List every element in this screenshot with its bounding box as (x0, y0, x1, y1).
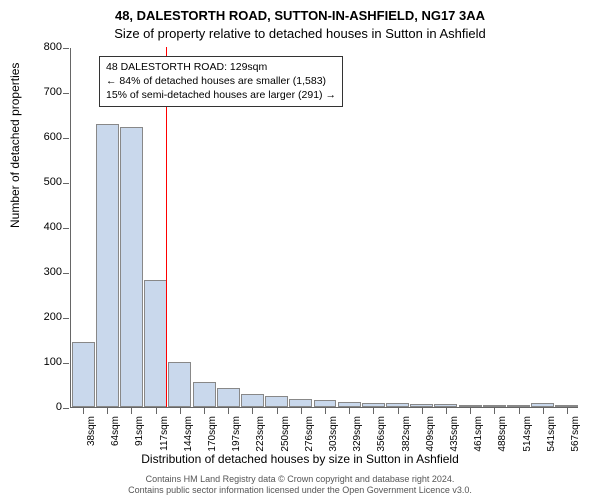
x-tick-label: 382sqm (401, 416, 412, 460)
histogram-bar (96, 124, 119, 408)
x-tick-label: 144sqm (183, 416, 194, 460)
y-tick-label: 700 (22, 86, 62, 98)
histogram-bar (72, 342, 95, 407)
x-tick-label: 461sqm (473, 416, 484, 460)
histogram-bar (289, 399, 312, 407)
x-tick (228, 408, 229, 414)
y-axis-title: Number of detached properties (8, 63, 22, 228)
x-tick-label: 170sqm (207, 416, 218, 460)
y-tick-label: 400 (22, 221, 62, 233)
y-tick (63, 138, 69, 139)
histogram-bar (120, 127, 143, 407)
x-tick-label: 356sqm (376, 416, 387, 460)
x-tick (301, 408, 302, 414)
x-tick-label: 409sqm (425, 416, 436, 460)
x-tick-label: 117sqm (159, 416, 170, 460)
x-tick-label: 223sqm (255, 416, 266, 460)
x-tick (180, 408, 181, 414)
x-tick (494, 408, 495, 414)
footer-attribution: Contains HM Land Registry data © Crown c… (0, 474, 600, 497)
x-tick-label: 541sqm (546, 416, 557, 460)
y-tick (63, 228, 69, 229)
x-tick-label: 197sqm (231, 416, 242, 460)
x-tick (446, 408, 447, 414)
footer-line2: Contains public sector information licen… (0, 485, 600, 496)
histogram-bar (168, 362, 191, 407)
annotation-line3: 15% of semi-detached houses are larger (… (106, 88, 336, 102)
annotation-box: 48 DALESTORTH ROAD: 129sqm← 84% of detac… (99, 56, 343, 107)
x-tick-label: 488sqm (497, 416, 508, 460)
histogram-bar (217, 388, 240, 407)
y-tick-label: 100 (22, 356, 62, 368)
y-tick (63, 48, 69, 49)
y-tick (63, 408, 69, 409)
x-tick (398, 408, 399, 414)
histogram-bar (193, 382, 216, 407)
histogram-bar (265, 396, 288, 407)
annotation-line2: ← 84% of detached houses are smaller (1,… (106, 74, 336, 88)
footer-line1: Contains HM Land Registry data © Crown c… (0, 474, 600, 485)
y-tick-label: 600 (22, 131, 62, 143)
y-tick-label: 800 (22, 41, 62, 53)
y-tick (63, 363, 69, 364)
annotation-line1: 48 DALESTORTH ROAD: 129sqm (106, 60, 336, 74)
x-tick (277, 408, 278, 414)
x-tick (131, 408, 132, 414)
x-tick (325, 408, 326, 414)
y-tick-label: 200 (22, 311, 62, 323)
x-tick-label: 64sqm (110, 416, 121, 460)
x-tick-label: 567sqm (570, 416, 581, 460)
y-tick-label: 500 (22, 176, 62, 188)
histogram-bar (362, 403, 385, 408)
x-tick (107, 408, 108, 414)
plot-area: 48 DALESTORTH ROAD: 129sqm← 84% of detac… (70, 48, 578, 408)
x-tick-label: 514sqm (522, 416, 533, 460)
histogram-bar (555, 405, 578, 407)
histogram-bar (144, 280, 167, 407)
histogram-bar (410, 404, 433, 407)
y-tick-label: 300 (22, 266, 62, 278)
histogram-bar (314, 400, 337, 407)
chart-title-address: 48, DALESTORTH ROAD, SUTTON-IN-ASHFIELD,… (0, 8, 600, 23)
histogram-bar (241, 394, 264, 408)
histogram-bar (338, 402, 361, 407)
y-tick (63, 273, 69, 274)
y-tick-label: 0 (22, 401, 62, 413)
x-tick (373, 408, 374, 414)
x-tick (519, 408, 520, 414)
x-tick (83, 408, 84, 414)
x-tick (567, 408, 568, 414)
x-tick (543, 408, 544, 414)
x-tick-label: 91sqm (134, 416, 145, 460)
histogram-bar (459, 405, 482, 407)
y-tick (63, 318, 69, 319)
x-tick-label: 435sqm (449, 416, 460, 460)
histogram-bar (483, 405, 506, 407)
x-tick (204, 408, 205, 414)
histogram-bar (434, 404, 457, 407)
x-tick (422, 408, 423, 414)
x-tick (349, 408, 350, 414)
histogram-bar (507, 405, 530, 407)
x-tick (470, 408, 471, 414)
x-tick-label: 276sqm (304, 416, 315, 460)
y-tick (63, 93, 69, 94)
x-tick-label: 303sqm (328, 416, 339, 460)
y-tick (63, 183, 69, 184)
x-tick (252, 408, 253, 414)
chart-subtitle: Size of property relative to detached ho… (0, 26, 600, 41)
x-tick-label: 329sqm (352, 416, 363, 460)
histogram-bar (386, 403, 409, 407)
x-tick-label: 250sqm (280, 416, 291, 460)
x-tick-label: 38sqm (86, 416, 97, 460)
histogram-bar (531, 403, 554, 408)
x-tick (156, 408, 157, 414)
